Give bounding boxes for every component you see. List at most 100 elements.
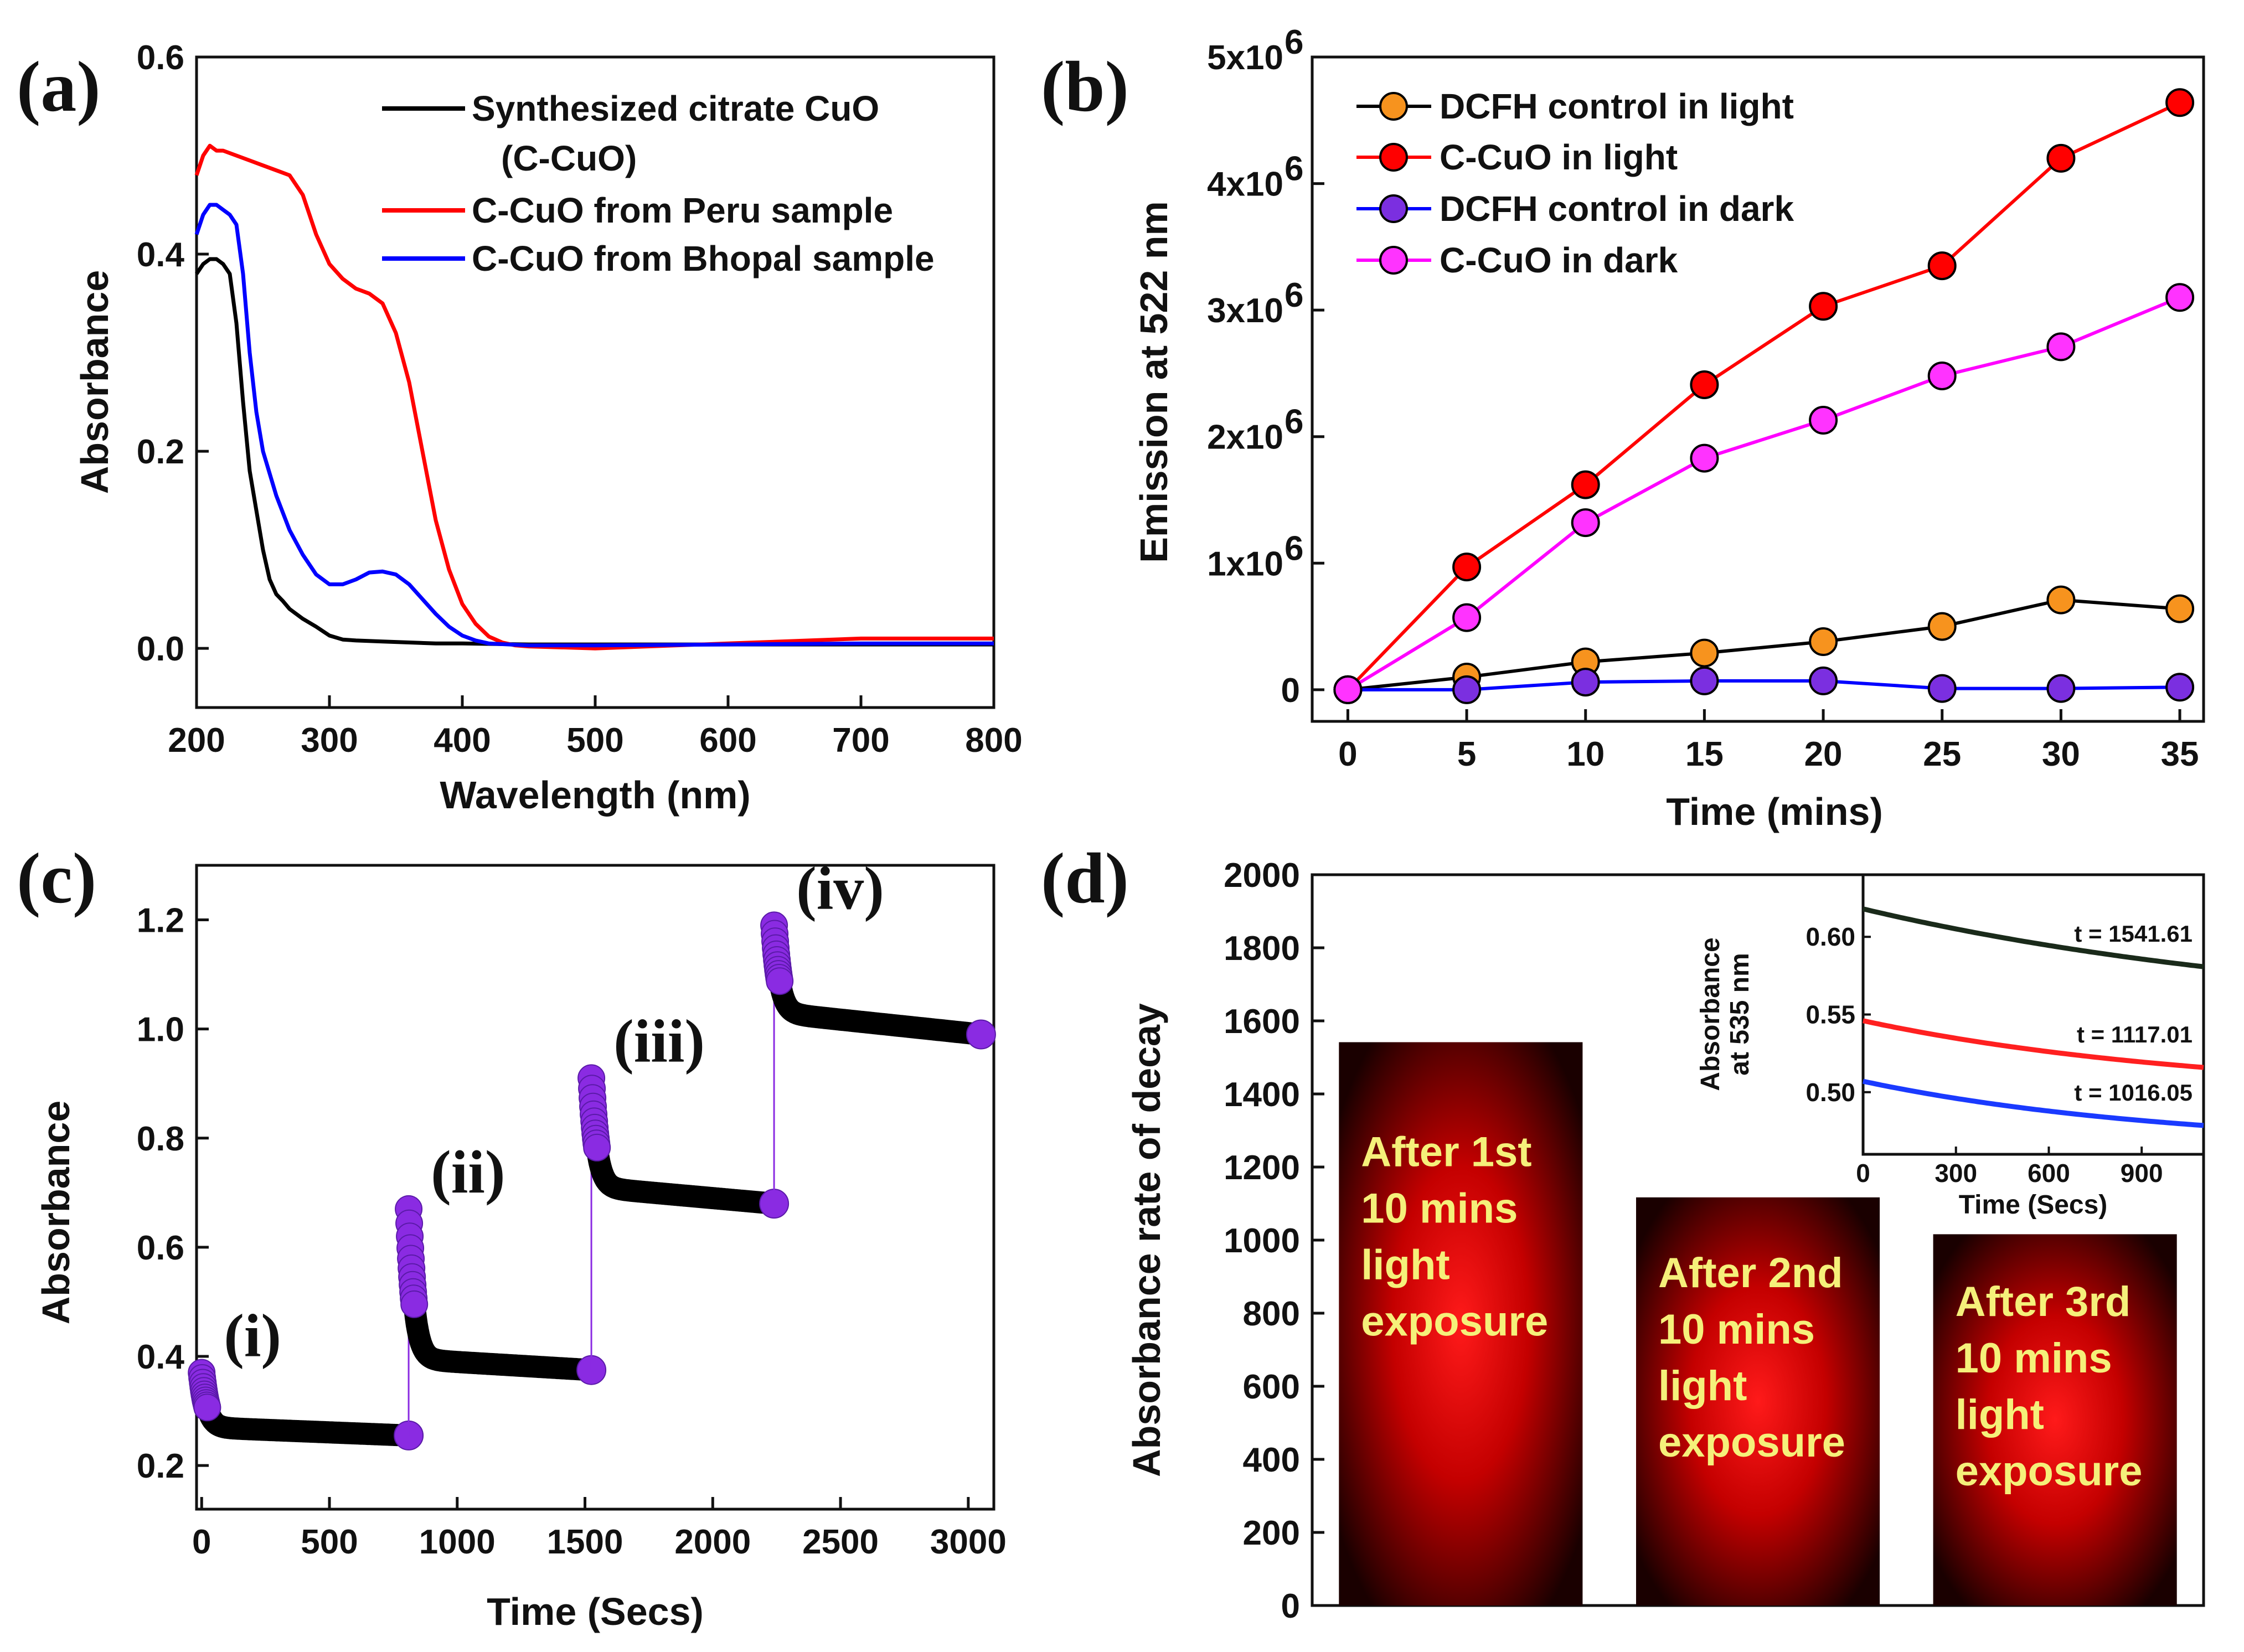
legend-b-entry-1: C-CuO in light: [1440, 137, 1678, 177]
b-point-0-3: [1690, 638, 1719, 668]
i-xtick-label-0: 0: [1856, 1159, 1870, 1188]
b-ytick-exp-3: 6: [1285, 276, 1303, 314]
panel-c-label: (c): [17, 839, 96, 918]
d-bar-0: [1339, 1042, 1583, 1605]
panel-c-xlabel: Time (Secs): [487, 1590, 704, 1633]
d-bar-1: [1636, 1197, 1880, 1605]
b-point-0-4: [1809, 627, 1838, 656]
b-series-line-0: [1348, 598, 2180, 691]
legend-b-entry-3: C-CuO in dark: [1440, 240, 1678, 280]
d-bar-label-1-0: After 2nd: [1658, 1250, 1843, 1297]
panel-d: (d) Absorbance rate of decay 0 200 400 600 8…: [1041, 839, 2205, 1625]
d-bar-label-1-3: exposure: [1658, 1419, 1845, 1466]
b-xtick-label-6: 30: [2042, 735, 2080, 773]
c-segment-band-3: [763, 914, 992, 1046]
legend-a-entry-2: C-CuO from Bhopal sample: [472, 239, 935, 278]
panel-a: (a) Wavelength (nm) Absorbance 200 300 400…: [17, 39, 1023, 817]
d-bar-label-2-0: After 3rd: [1956, 1278, 2131, 1325]
b-point-1-3: [1690, 370, 1719, 399]
c-point-0-10: [193, 1393, 221, 1422]
legend-b-marker-3: [1379, 246, 1408, 275]
panel-c-annotations: (i) (ii) (iii) (iv): [224, 854, 884, 1369]
d-bar-label-0-3: exposure: [1361, 1298, 1548, 1345]
panel-a-series: [194, 143, 994, 651]
a-xtick-label-6: 800: [965, 721, 1022, 760]
inset-ylabel-line1: Absorbance: [1696, 937, 1725, 1091]
c-segment-band-2: [580, 1067, 785, 1215]
b-ytick-exp-4: 6: [1285, 150, 1303, 188]
d-bar-label-2-2: light: [1956, 1391, 2044, 1438]
b-point-1-4: [1809, 292, 1838, 321]
d-ytick-label-1: 200: [1243, 1514, 1300, 1552]
c-segment-band-0: [190, 1361, 420, 1447]
panel-c-ticks: 0 500 1000 1500 2000 2500 3000 0.2 0.4 0.6 0.8 1.0 1…: [137, 902, 1007, 1561]
d-ytick-label-8: 1600: [1224, 1003, 1300, 1041]
d-bar-label-1-1: 10 mins: [1658, 1306, 1815, 1353]
panel-a-xlabel: Wavelength (nm): [440, 773, 750, 817]
inset-frame: [1861, 873, 2205, 1156]
inset-ylabel-line2: at 535 nm: [1725, 953, 1755, 1075]
a-xtick-label-4: 600: [699, 721, 756, 760]
b-point-3-3: [1690, 443, 1719, 473]
panel-a-legend: Synthesized citrate CuO (C-CuO) C-CuO fr…: [382, 89, 935, 278]
panel-a-label: (a): [17, 47, 101, 127]
c-point-2-10: [583, 1133, 611, 1161]
c-segment-label-0: (i): [224, 1302, 281, 1370]
b-point-3-4: [1809, 406, 1838, 435]
b-point-3-1: [1452, 603, 1482, 632]
d-ytick-label-3: 600: [1243, 1368, 1300, 1406]
c-xtick-label-6: 3000: [930, 1523, 1007, 1561]
a-xtick-label-5: 700: [832, 721, 889, 760]
b-point-2-2: [1571, 668, 1600, 697]
panel-b-frame: [1311, 55, 2205, 723]
d-bar-label-0-2: light: [1361, 1241, 1449, 1288]
b-xtick-label-1: 5: [1457, 735, 1476, 773]
i-ytick-label-0: 0.50: [1805, 1078, 1855, 1107]
c-segment-band-1: [398, 1197, 602, 1381]
panel-d-inset: Time (Secs) Absorbance at 535 nm 0 300 600…: [1696, 873, 2205, 1220]
panel-c-series: [188, 911, 996, 1450]
b-point-1-2: [1571, 470, 1600, 499]
b-point-2-3: [1690, 666, 1719, 695]
b-xtick-label-4: 20: [1804, 735, 1843, 773]
c-segment-label-1: (ii): [431, 1138, 505, 1206]
b-ytick-label-3: 3x10: [1207, 292, 1283, 330]
b-ytick-label-2: 2x10: [1207, 419, 1283, 457]
c-xtick-label-5: 2500: [802, 1523, 879, 1561]
panel-d-ylabel: Absorbance rate of decay: [1125, 1003, 1168, 1477]
d-ytick-label-4: 800: [1243, 1295, 1300, 1333]
d-ytick-label-0: 0: [1281, 1587, 1300, 1625]
b-point-2-4: [1809, 666, 1838, 695]
c-segment-label-3: (iv): [796, 854, 884, 922]
b-point-1-5: [1927, 251, 1957, 281]
panel-c-frame: [195, 864, 995, 1511]
c-xtick-label-0: 0: [192, 1523, 211, 1561]
c-point-1-10: [400, 1290, 429, 1318]
b-point-3-2: [1571, 508, 1600, 538]
b-point-1-1: [1452, 553, 1482, 582]
panel-b: (b) Time (mins) Emission at 522 nm 0 5 10 1…: [1041, 23, 2205, 833]
a-ytick-label-0: 0.0: [137, 630, 184, 668]
b-point-1-7: [2165, 88, 2195, 117]
c-ytick-label-1: 0.4: [137, 1338, 185, 1376]
panel-a-ticks: 200 300 400 500 600 700 800 0.0 0.2 0.4 0.6: [137, 39, 1023, 760]
panel-c-ylabel: Absorbance: [34, 1101, 78, 1325]
b-point-3-5: [1927, 362, 1957, 390]
legend-a-entry-0: Synthesized citrate CuO: [472, 89, 879, 128]
b-ytick-exp-5: 6: [1285, 23, 1303, 61]
i-xtick-label-1: 300: [1935, 1159, 1977, 1188]
legend-b-entry-0: DCFH control in light: [1440, 86, 1794, 126]
panel-d-ticks: 0 200 400 600 800 1000 1200 1400 1600 1800 2000: [1224, 856, 1324, 1625]
d-ytick-label-9: 1800: [1224, 930, 1300, 968]
panel-c: (c) Time (Secs) Absorbance 0 500 1000 1500 2…: [17, 839, 1007, 1633]
b-xtick-label-3: 15: [1685, 735, 1724, 773]
b-xtick-label-2: 10: [1566, 735, 1605, 773]
panel-b-ylabel: Emission at 522 nm: [1132, 201, 1175, 563]
panel-d-bars: After 1st 10 mins light exposure After 2nd 10…: [1339, 1042, 2177, 1605]
d-ytick-label-6: 1200: [1224, 1149, 1300, 1187]
c-point-end-3: [966, 1019, 996, 1050]
legend-a-entry-1: C-CuO from Peru sample: [472, 190, 893, 230]
b-point-3-0: [1333, 675, 1363, 704]
